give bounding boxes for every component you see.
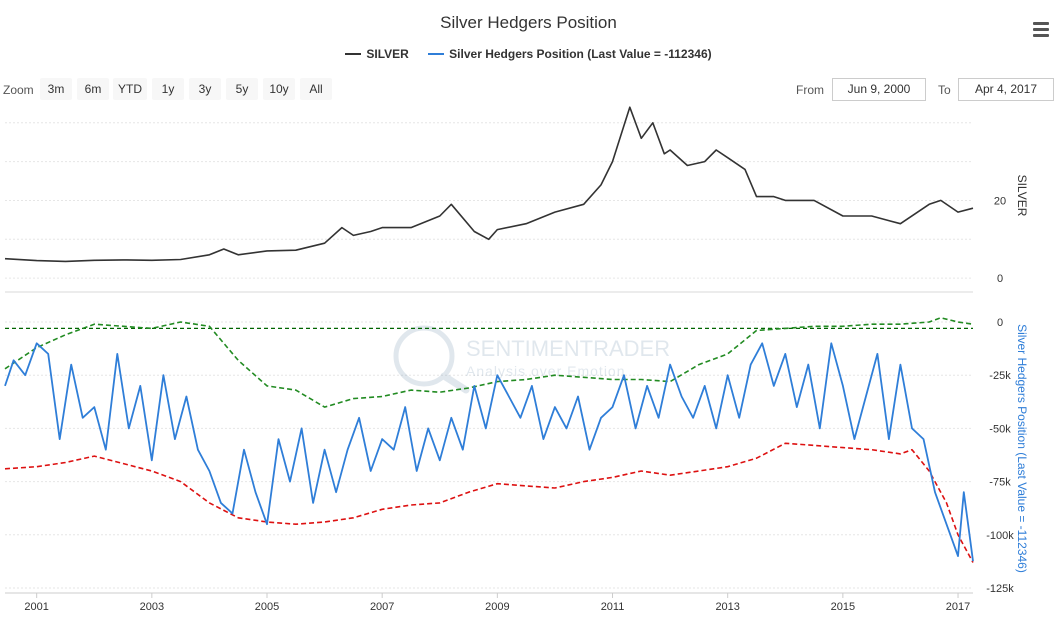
zoom-10y-button[interactable]: 10y [263, 78, 295, 100]
zoom-3y-button[interactable]: 3y [189, 78, 221, 100]
x-tick-label: 2013 [715, 601, 739, 613]
zoom-all-button[interactable]: All [300, 78, 332, 100]
watermark: SENTIMENTRADER Analysis over Emotion [393, 325, 670, 394]
legend-swatch-hedgers [428, 53, 445, 55]
watermark-name: SENTIMENTRADER [466, 336, 670, 361]
x-tick-label: 2011 [601, 601, 625, 613]
axes: 2001 2003 2005 2007 2009 2011 2013 2015 2017 0 20 0… [5, 175, 1029, 613]
upper-y-axis-title: SILVER [1015, 175, 1029, 217]
legend-label-hedgers: Silver Hedgers Position (Last Value = -1… [449, 47, 712, 61]
zoom-6m-button[interactable]: 6m [77, 78, 109, 100]
lower-y-tick-label: -75k [989, 477, 1011, 489]
chart-legend: SILVER Silver Hedgers Position (Last Val… [0, 44, 1057, 61]
legend-swatch-silver [345, 53, 362, 55]
lower-y-tick-label: -100k [986, 530, 1014, 542]
lower-y-axis-title: Silver Hedgers Position (Last Value = -1… [1015, 324, 1029, 573]
legend-item-hedgers[interactable]: Silver Hedgers Position (Last Value = -1… [428, 47, 712, 61]
lower-y-tick-label: 0 [997, 317, 1003, 329]
series-line-silver[interactable] [4, 106, 974, 263]
x-tick-label: 2001 [24, 601, 48, 613]
range-from-label: From [796, 83, 824, 97]
series-line-hedgers[interactable] [4, 342, 974, 562]
legend-item-silver[interactable]: SILVER [345, 47, 409, 61]
x-tick-label: 2003 [140, 601, 164, 613]
range-from-input[interactable]: Jun 9, 2000 [832, 78, 926, 101]
watermark-tagline: Analysis over Emotion [466, 363, 626, 379]
hamburger-menu-icon[interactable] [1033, 22, 1049, 38]
zoom-3m-button[interactable]: 3m [40, 78, 72, 100]
watermark-magnifier-handle [440, 372, 470, 394]
lower-y-tick-label: -125k [986, 583, 1014, 595]
series-line-upper-band[interactable] [4, 317, 974, 408]
x-tick-label: 2015 [831, 601, 855, 613]
series-line-lower-band[interactable] [4, 442, 974, 563]
zoom-5y-button[interactable]: 5y [226, 78, 258, 100]
lower-y-tick-label: -25k [989, 370, 1011, 382]
upper-y-tick-label: 20 [994, 195, 1006, 207]
zoom-1y-button[interactable]: 1y [152, 78, 184, 100]
grid-lines [5, 122, 973, 589]
watermark-magnifier-icon [393, 325, 455, 387]
lower-y-tick-label: -50k [989, 423, 1011, 435]
zoom-ytd-button[interactable]: YTD [113, 78, 147, 100]
upper-y-tick-label: 0 [997, 273, 1003, 285]
range-to-input[interactable]: Apr 4, 2017 [958, 78, 1054, 101]
x-tick-label: 2009 [485, 601, 509, 613]
chart-title: Silver Hedgers Position [440, 13, 617, 32]
plot-series [4, 106, 974, 563]
range-to-label: To [938, 83, 951, 97]
x-tick-label: 2007 [370, 601, 394, 613]
zoom-label: Zoom [3, 83, 34, 97]
legend-label-silver: SILVER [366, 47, 409, 61]
x-tick-label: 2017 [946, 601, 970, 613]
x-tick-label: 2005 [255, 601, 279, 613]
